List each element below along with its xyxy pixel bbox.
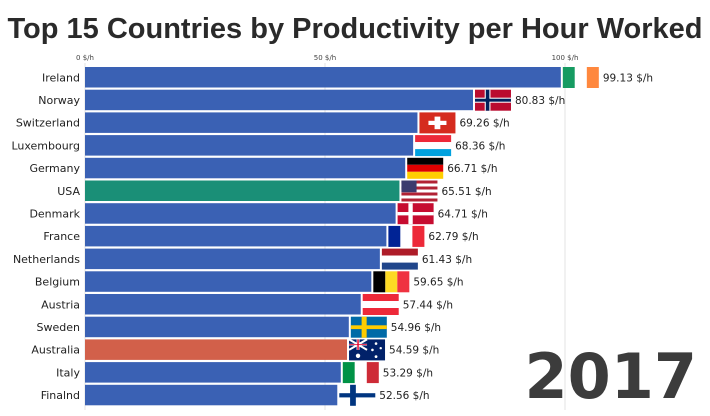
bar-row: Finalnd 52.56 $/h bbox=[41, 384, 430, 406]
value-label: 54.59 $/h bbox=[389, 345, 439, 357]
bar-row: Sweden 54.96 $/h bbox=[37, 316, 441, 338]
value-label: 54.96 $/h bbox=[391, 322, 441, 334]
bar-row: Norway 80.83 $/h bbox=[38, 89, 565, 111]
bar-row: Belgium 59.65 $/h bbox=[35, 271, 464, 293]
value-label: 69.26 $/h bbox=[459, 118, 509, 130]
value-label: 68.36 $/h bbox=[455, 140, 505, 152]
bars-group: Ireland 99.13 $/h Norway 80.83 $/h Switzerla… bbox=[11, 67, 653, 406]
bar-row: Italy 53.29 $/h bbox=[56, 362, 433, 384]
bar-row: Germany 66.71 $/h bbox=[29, 157, 497, 179]
bar bbox=[85, 248, 380, 270]
value-label: 59.65 $/h bbox=[413, 277, 463, 289]
bar-row: USA 65.51 $/h bbox=[57, 180, 492, 202]
value-label: 64.71 $/h bbox=[438, 208, 488, 220]
bar-row: Netherlands 61.43 $/h bbox=[13, 248, 472, 270]
bar bbox=[85, 89, 473, 111]
x-tick-label: 50 $/h bbox=[314, 54, 336, 62]
austria-flag bbox=[362, 294, 399, 315]
luxembourg-flag bbox=[415, 135, 452, 157]
bar bbox=[85, 225, 387, 247]
value-label: 61.43 $/h bbox=[422, 254, 472, 266]
finland-flag bbox=[339, 384, 376, 406]
belgium-flag bbox=[373, 271, 410, 293]
australia-flag bbox=[348, 338, 386, 361]
value-label: 80.83 $/h bbox=[515, 95, 565, 107]
sweden-flag bbox=[350, 316, 387, 338]
category-label: Sweden bbox=[37, 321, 80, 334]
bar-row: Switzerland 69.26 $/h bbox=[16, 112, 510, 134]
bar-row: France 62.79 $/h bbox=[43, 225, 479, 247]
bar bbox=[85, 180, 400, 201]
bar bbox=[85, 362, 341, 383]
category-label: Switzerland bbox=[16, 117, 80, 130]
italy-flag bbox=[342, 362, 379, 384]
category-label: Luxembourg bbox=[11, 139, 80, 152]
value-label: 65.51 $/h bbox=[441, 186, 491, 198]
bar-row: Ireland 99.13 $/h bbox=[42, 67, 653, 88]
value-label: 52.56 $/h bbox=[379, 390, 429, 402]
category-label: Australia bbox=[31, 344, 80, 357]
germany-flag bbox=[407, 157, 444, 179]
category-label: Austria bbox=[41, 298, 80, 311]
category-label: Ireland bbox=[42, 71, 80, 84]
norway-flag bbox=[474, 89, 511, 111]
bar bbox=[85, 135, 414, 156]
value-label: 62.79 $/h bbox=[428, 231, 478, 243]
bar-row: Austria 57.44 $/h bbox=[41, 294, 453, 315]
bar bbox=[85, 294, 361, 315]
category-label: Netherlands bbox=[13, 253, 80, 266]
value-label: 66.71 $/h bbox=[447, 163, 497, 175]
switzerland-flag bbox=[419, 112, 456, 134]
bar-row: Denmark 64.71 $/h bbox=[29, 203, 488, 225]
category-label: USA bbox=[57, 185, 80, 198]
bar-row: Australia 54.59 $/h bbox=[31, 338, 439, 361]
chart-title: Top 15 Countries by Productivity per Hou… bbox=[7, 13, 702, 45]
bar bbox=[85, 384, 338, 406]
usa-flag bbox=[401, 180, 438, 202]
bar-row: Luxembourg 68.36 $/h bbox=[11, 135, 505, 157]
category-label: France bbox=[43, 230, 80, 243]
bar bbox=[85, 203, 396, 224]
bar bbox=[85, 112, 418, 133]
bar bbox=[85, 157, 406, 179]
category-label: Finalnd bbox=[41, 389, 80, 402]
bar bbox=[85, 339, 348, 360]
year-label: 2017 bbox=[524, 340, 697, 413]
category-label: Denmark bbox=[29, 207, 80, 220]
france-flag bbox=[388, 225, 425, 247]
x-tick-label: 100 $/h bbox=[552, 54, 579, 62]
bar bbox=[85, 271, 372, 292]
category-label: Italy bbox=[56, 366, 80, 379]
netherlands-flag bbox=[381, 248, 418, 270]
category-label: Germany bbox=[29, 162, 80, 175]
category-label: Norway bbox=[38, 94, 80, 107]
value-label: 99.13 $/h bbox=[603, 72, 653, 84]
x-tick-label: 0 $/h bbox=[76, 54, 94, 62]
value-label: 53.29 $/h bbox=[383, 367, 433, 379]
denmark-flag bbox=[397, 203, 434, 225]
bar bbox=[85, 316, 349, 338]
value-label: 57.44 $/h bbox=[403, 299, 453, 311]
category-label: Belgium bbox=[35, 276, 80, 289]
ireland-flag bbox=[562, 67, 599, 88]
bar bbox=[85, 67, 561, 88]
